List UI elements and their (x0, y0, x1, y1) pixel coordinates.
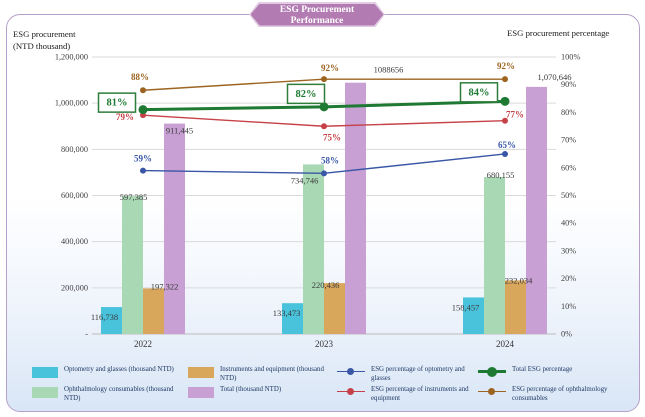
pct-label: 77% (506, 110, 524, 120)
pct-point (319, 102, 329, 112)
x-axis-label: 2022 (134, 339, 152, 349)
bar-value-label: 133,473 (273, 308, 301, 318)
bar-value-label: 597,385 (120, 192, 148, 202)
pct-point (502, 150, 508, 157)
pct-point (500, 96, 510, 106)
right-tick-label: 50% (561, 191, 576, 200)
right-tick-label: 60% (561, 163, 576, 172)
bar-value-label: 116,738 (91, 312, 118, 322)
bar-2023 (324, 283, 345, 334)
bar-2024 (505, 280, 526, 334)
bar-value-label: 1,070,646 (538, 72, 572, 82)
right-tick-label: 40% (561, 219, 576, 228)
bar-value-label: 734,746 (291, 175, 319, 185)
bar-value-label: 197,322 (151, 281, 179, 291)
total-pct-box (459, 82, 499, 103)
bar-value-label: 220,436 (312, 280, 340, 290)
right-tick-label: 80% (561, 108, 576, 117)
pct-point (502, 117, 508, 124)
right-tick-label: 30% (561, 246, 576, 255)
left-tick-label: 200,000 (61, 283, 88, 292)
total-pct-label: 84% (469, 87, 490, 98)
pct-point (321, 123, 327, 130)
total-pct-label: 82% (296, 89, 317, 100)
right-tick-label: 70% (561, 136, 576, 145)
bar-2024 (526, 86, 547, 334)
x-axis-label: 2024 (496, 339, 515, 349)
title-ribbon: ESG Procurement Performance (249, 2, 385, 27)
total-pct-box (286, 83, 326, 105)
right-tick-label: 20% (561, 274, 576, 283)
bar-2022 (122, 196, 143, 334)
pct-point (138, 105, 148, 115)
chart-title-line1: ESG Procurement (279, 4, 355, 15)
bar-value-label: 911,445 (166, 126, 193, 136)
pct-point (140, 87, 146, 94)
left-tick-label: 1,200,000 (55, 53, 88, 62)
bar-2024 (484, 176, 505, 334)
pct-point (140, 167, 146, 174)
bar-2022 (101, 307, 122, 334)
bar-2022 (164, 123, 185, 334)
pct-label: 88% (131, 72, 149, 82)
left-tick-label: 1,000,000 (55, 99, 88, 108)
bar-2023 (345, 82, 366, 334)
bar-2023 (282, 303, 303, 334)
pct-label: 65% (498, 140, 516, 150)
left-axis-title: ESG procurement (NTD thousand) (13, 29, 76, 51)
bar-2024 (463, 297, 484, 334)
bar-value-label: 232,034 (505, 275, 533, 285)
left-tick-label: 400,000 (61, 237, 88, 246)
chart-title: ESG Procurement Performance (250, 3, 384, 26)
pct-label: 92% (321, 63, 339, 73)
right-tick-label: 90% (561, 80, 576, 89)
total-pct-label: 81% (107, 98, 128, 109)
pct-point (321, 76, 327, 83)
right-tick-label: 0% (561, 330, 572, 339)
right-tick-label: 10% (561, 302, 576, 311)
pct-label: 79% (116, 112, 134, 122)
left-tick-label: - (85, 330, 88, 339)
total-pct-box (97, 92, 137, 113)
pct-label: 59% (134, 154, 152, 164)
bar-2022 (143, 288, 164, 334)
pct-label: 58% (321, 155, 339, 165)
pct-label: 75% (323, 132, 341, 142)
chart-title-line2: Performance (290, 15, 344, 26)
left-tick-label: 800,000 (61, 145, 88, 154)
bar-value-label: 1088656 (374, 65, 404, 75)
pct-label: 92% (497, 61, 515, 71)
pct-point (502, 76, 508, 83)
left-tick-label: 600,000 (61, 191, 88, 200)
right-axis-title: ESG procurement percentage (507, 28, 610, 38)
bar-2023 (303, 164, 324, 334)
x-axis-label: 2023 (315, 339, 334, 349)
pct-point (321, 170, 327, 177)
bar-value-label: 158,457 (452, 302, 480, 312)
bar-value-label: 680,155 (487, 170, 515, 180)
right-tick-label: 100% (561, 53, 580, 62)
